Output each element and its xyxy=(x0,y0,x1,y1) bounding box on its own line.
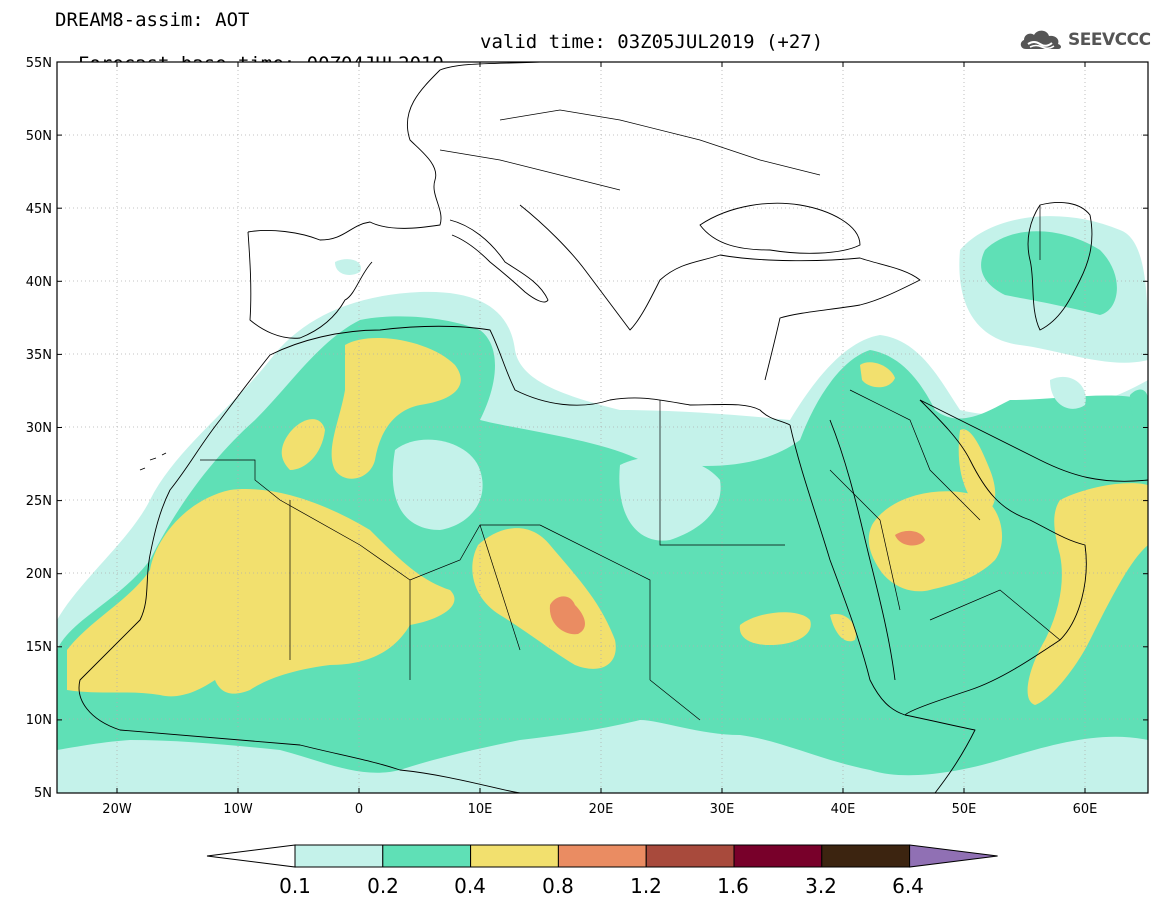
colorbar-segment xyxy=(294,844,384,868)
lon-label: 10E xyxy=(468,802,493,817)
colorbar-segment xyxy=(821,844,911,868)
lon-label: 30E xyxy=(710,802,735,817)
coastlines xyxy=(78,62,1148,793)
lon-label: 40E xyxy=(831,802,856,817)
aot-shading-0.8 xyxy=(549,530,925,635)
map-plot-area xyxy=(57,62,1148,793)
colorbar-segment xyxy=(470,844,559,868)
seevccc-logo: SEEVCCC xyxy=(1018,26,1151,54)
aot-low-patches xyxy=(392,376,1086,541)
lon-labels: 20W 10W 0 10E 20E 30E 40E 50E 60E xyxy=(102,802,1097,817)
colorbar-label: 0.4 xyxy=(454,874,486,898)
lat-label: 50N xyxy=(26,129,52,144)
lat-label: 20N xyxy=(26,567,52,582)
lat-label: 35N xyxy=(26,348,52,363)
country-borders xyxy=(200,109,1061,721)
aot-shading-0.4 xyxy=(67,337,1148,705)
lat-label: 55N xyxy=(26,56,52,71)
colorbar-segment-above xyxy=(909,844,998,868)
colorbar-segment-below xyxy=(206,844,296,868)
colorbar-label: 0.1 xyxy=(279,874,311,898)
colorbar-segment xyxy=(733,844,823,868)
colorbar-label: 3.2 xyxy=(805,874,837,898)
lat-label: 30N xyxy=(26,421,52,436)
colorbar-label: 0.2 xyxy=(367,874,399,898)
lon-label: 20W xyxy=(102,802,132,817)
colorbar-segment xyxy=(557,844,647,868)
lat-label: 45N xyxy=(26,202,52,217)
colorbar-labels: 0.1 0.2 0.4 0.8 1.2 1.6 3.2 6.4 xyxy=(279,874,924,898)
lon-label: 60E xyxy=(1073,802,1098,817)
lat-label: 25N xyxy=(26,494,52,509)
colorbar-label: 6.4 xyxy=(892,874,924,898)
valid-time: valid time: 03Z05JUL2019 (+27) xyxy=(480,31,824,53)
cloud-logo-icon xyxy=(1020,30,1061,50)
lon-label: 0 xyxy=(355,802,363,817)
colorbar xyxy=(206,844,998,868)
colorbar-segment xyxy=(645,844,735,868)
colorbar-label: 0.8 xyxy=(542,874,574,898)
lat-label: 40N xyxy=(26,275,52,290)
lat-labels: 55N 50N 45N 40N 35N 30N 25N 20N 15N 10N … xyxy=(26,56,52,801)
lat-label: 15N xyxy=(26,640,52,655)
logo-text: SEEVCCC xyxy=(1068,30,1151,50)
map-title: DREAM8-assim: AOT xyxy=(55,9,250,31)
colorbar-segment xyxy=(382,844,472,868)
lat-label: 5N xyxy=(34,786,52,801)
colorbar-label: 1.2 xyxy=(630,874,662,898)
lon-label: 20E xyxy=(589,802,614,817)
lon-label: 50E xyxy=(952,802,977,817)
lat-label: 10N xyxy=(26,713,52,728)
colorbar-label: 1.6 xyxy=(717,874,749,898)
axis-ticks xyxy=(57,61,1148,794)
lon-label: 10W xyxy=(223,802,253,817)
